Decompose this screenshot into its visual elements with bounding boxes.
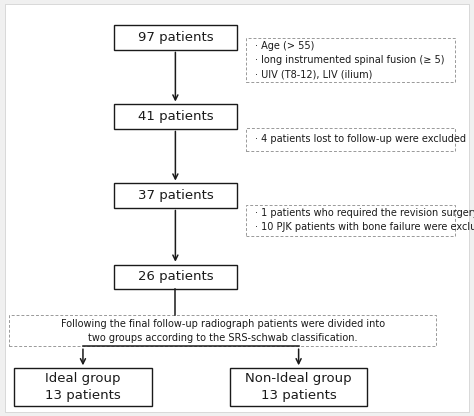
FancyBboxPatch shape bbox=[9, 315, 436, 346]
FancyBboxPatch shape bbox=[246, 205, 455, 236]
FancyBboxPatch shape bbox=[114, 104, 237, 129]
Text: 97 patients: 97 patients bbox=[137, 31, 213, 44]
FancyBboxPatch shape bbox=[246, 128, 455, 151]
Text: · Age (> 55)
· long instrumented spinal fusion (≥ 5)
· UIV (T8-12), LIV (ilium): · Age (> 55) · long instrumented spinal … bbox=[255, 41, 445, 79]
Text: 37 patients: 37 patients bbox=[137, 189, 213, 202]
FancyBboxPatch shape bbox=[114, 183, 237, 208]
Text: Following the final follow-up radiograph patients were divided into
two groups a: Following the final follow-up radiograph… bbox=[61, 319, 385, 343]
Text: 26 patients: 26 patients bbox=[137, 270, 213, 283]
FancyBboxPatch shape bbox=[14, 368, 152, 406]
Text: · 1 patients who required the revision surgery was excluded
· 10 PJK patients wi: · 1 patients who required the revision s… bbox=[255, 208, 474, 233]
FancyBboxPatch shape bbox=[114, 265, 237, 289]
Text: Non-Ideal group
13 patients: Non-Ideal group 13 patients bbox=[246, 372, 352, 402]
Text: Ideal group
13 patients: Ideal group 13 patients bbox=[45, 372, 121, 402]
Text: · 4 patients lost to follow-up were excluded: · 4 patients lost to follow-up were excl… bbox=[255, 134, 466, 144]
FancyBboxPatch shape bbox=[246, 39, 455, 82]
Text: 41 patients: 41 patients bbox=[137, 110, 213, 123]
FancyBboxPatch shape bbox=[5, 4, 469, 412]
FancyBboxPatch shape bbox=[114, 25, 237, 50]
FancyBboxPatch shape bbox=[230, 368, 367, 406]
